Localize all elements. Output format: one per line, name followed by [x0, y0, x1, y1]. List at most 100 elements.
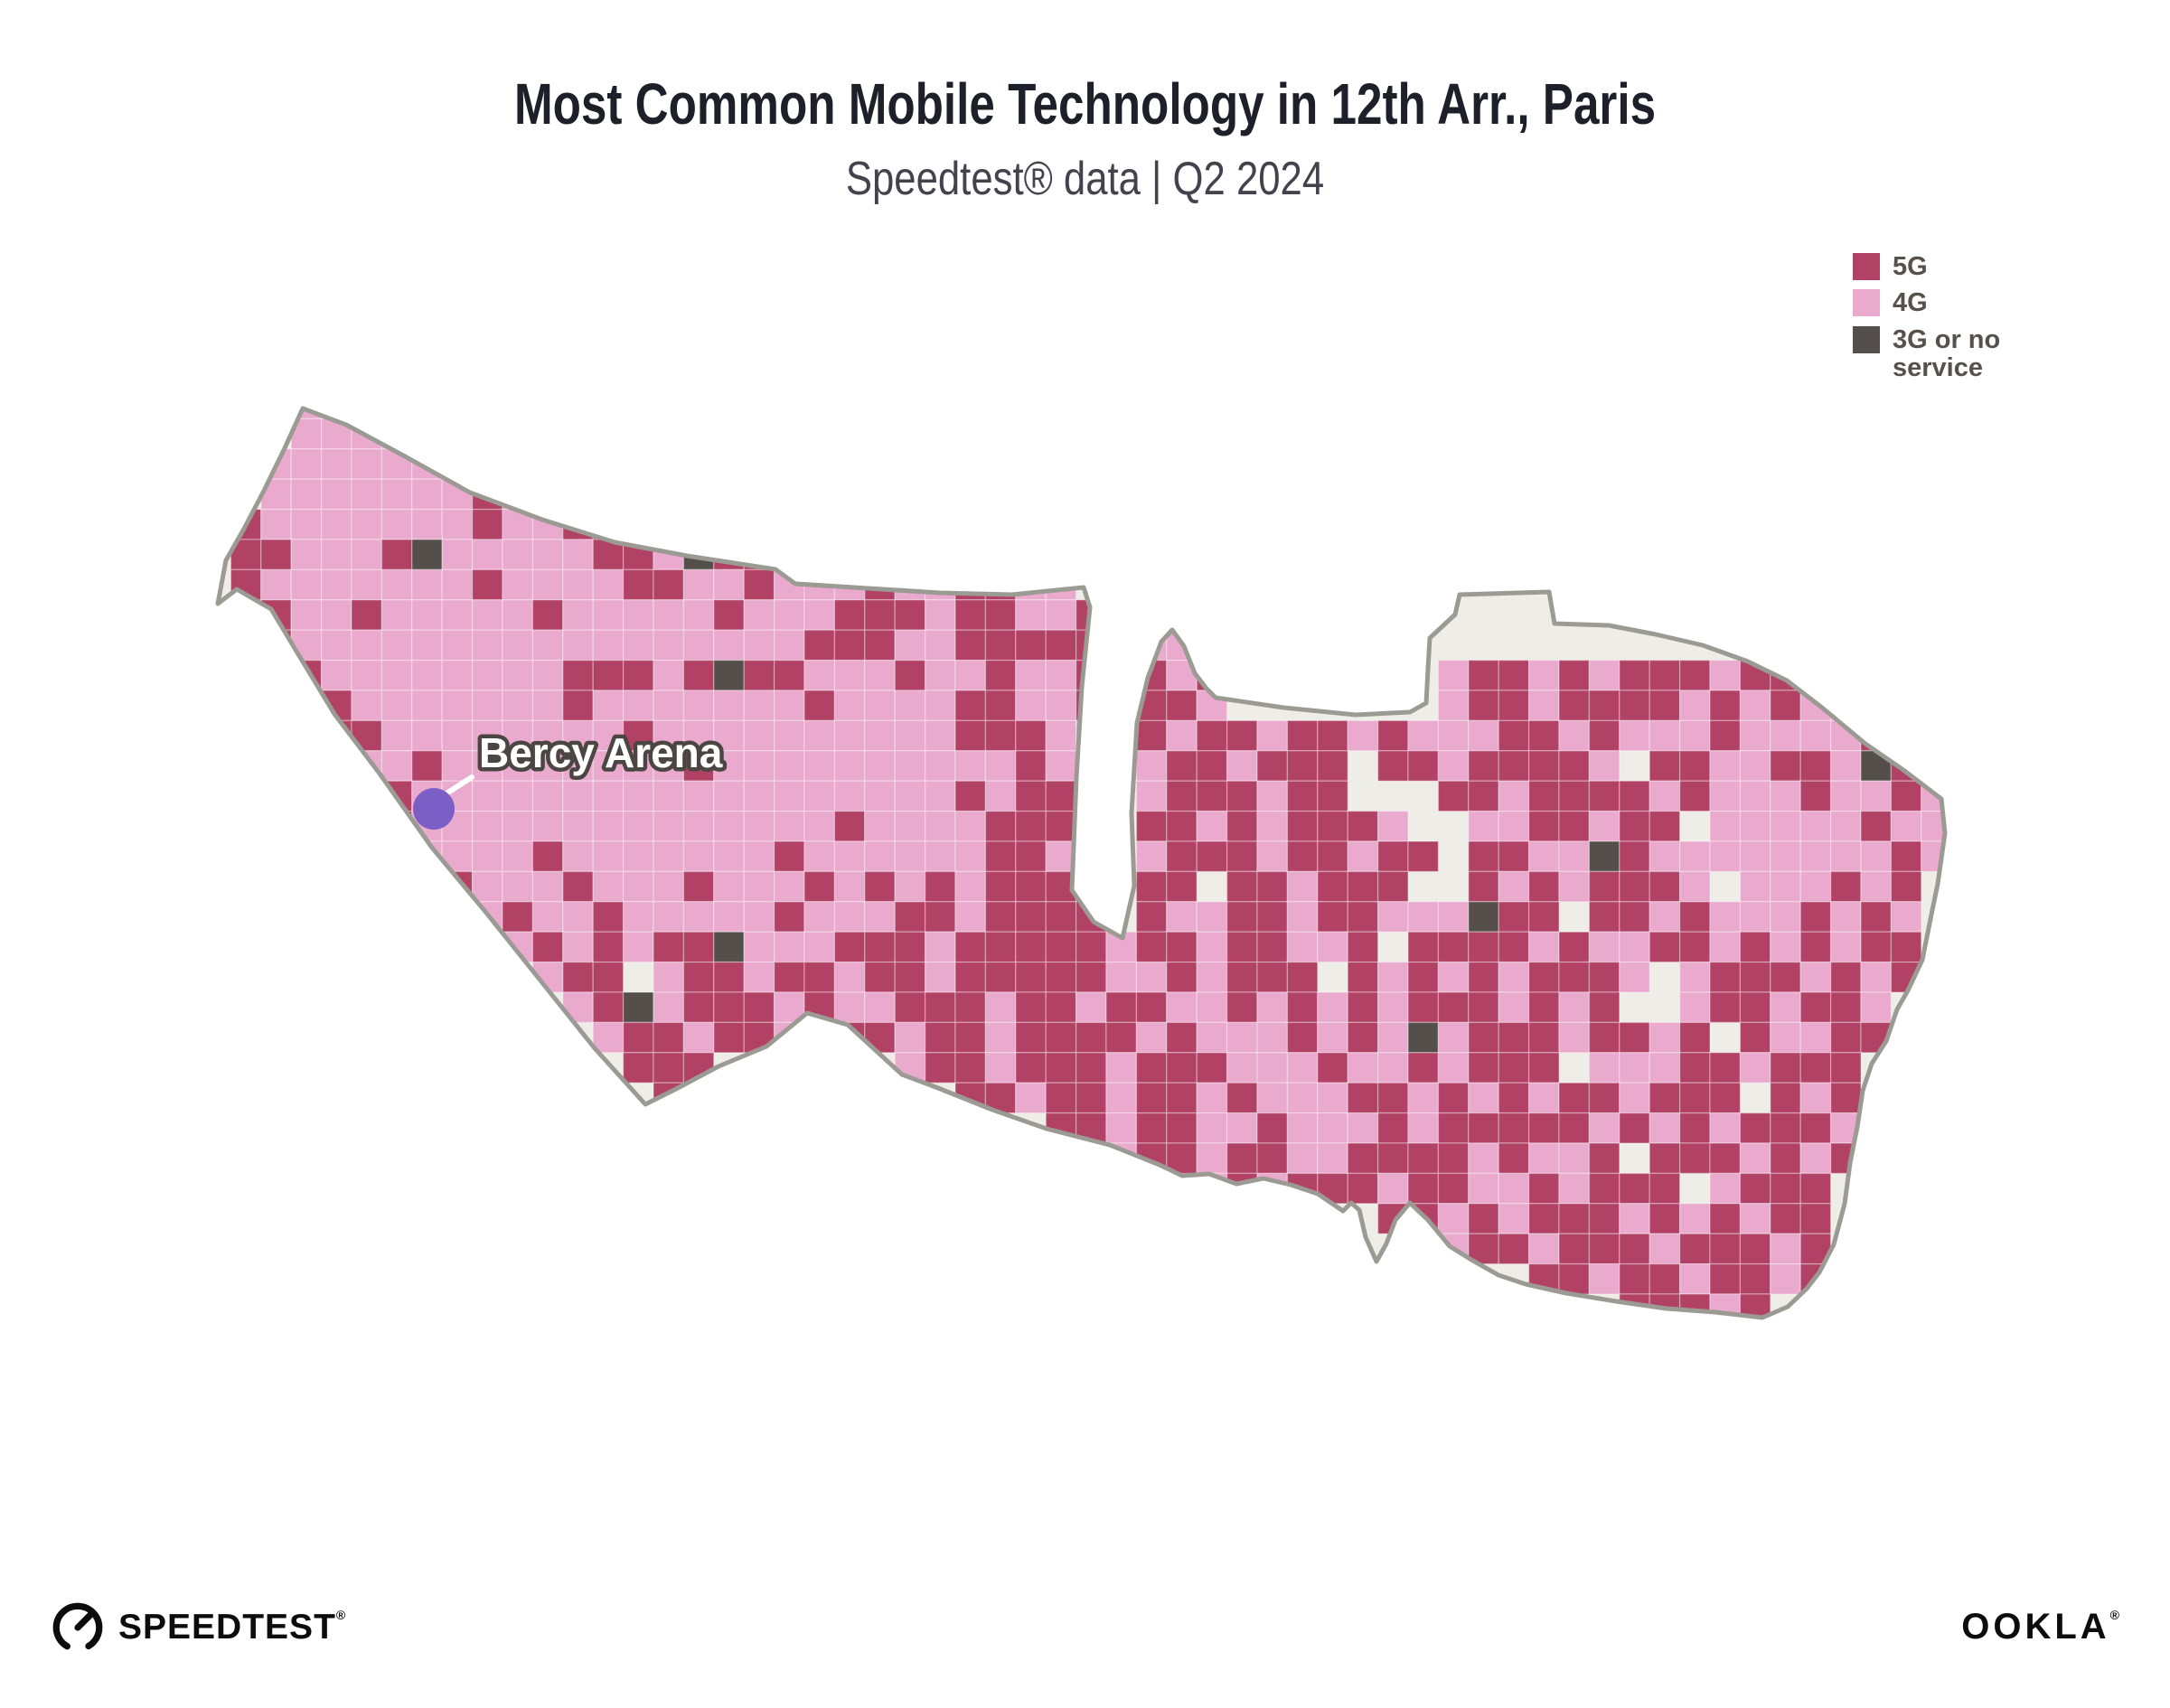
map-cell: [562, 870, 594, 903]
map-cell: [773, 750, 805, 782]
map-cell: [653, 599, 685, 631]
map-cell: [622, 599, 654, 631]
map-cell: [562, 629, 594, 662]
map-cell: [833, 780, 866, 812]
map-cell: [1709, 961, 1742, 993]
map-cell: [924, 840, 956, 873]
map-cell: [743, 659, 775, 691]
map-cell: [411, 931, 443, 963]
map-cell: [803, 901, 836, 933]
map-cell: [1468, 961, 1499, 993]
map-cell: [1860, 780, 1893, 812]
map-cell: [1256, 1021, 1289, 1054]
map-cell: [1709, 1262, 1742, 1295]
map-cell: [803, 690, 836, 722]
map-cell: [1678, 659, 1711, 691]
map-cell: [1376, 870, 1409, 903]
map-cell: [984, 719, 1017, 752]
map-cell: [833, 991, 866, 1024]
map-cell: [1437, 690, 1470, 722]
map-cell: [320, 568, 352, 601]
map-cell: [1527, 659, 1560, 691]
map-cell: [803, 780, 836, 812]
map-cell: [713, 961, 745, 993]
map-cell: [833, 629, 866, 662]
map-cell: [1558, 991, 1591, 1024]
map-cell: [1135, 810, 1168, 842]
map-cell: [1256, 719, 1289, 752]
map-cell: [1588, 1052, 1620, 1084]
map-cell: [1317, 1052, 1348, 1084]
map-cell: [803, 961, 836, 993]
map-cell: [1829, 931, 1862, 963]
map-cell: [1860, 961, 1893, 993]
map-cell: [713, 991, 745, 1024]
map-cell: [803, 629, 836, 662]
map-cell: [1649, 719, 1681, 752]
map-cell: [1588, 780, 1620, 812]
map-cell: [1437, 1203, 1470, 1234]
map-cell: [1649, 780, 1681, 812]
map-cell: [1196, 991, 1228, 1024]
map-cell: [502, 840, 534, 873]
map-cell: [1829, 991, 1862, 1024]
map-cell: [1468, 901, 1499, 933]
map-cell: [502, 690, 534, 722]
map-cell: [1317, 991, 1348, 1024]
map-cell: [290, 448, 323, 480]
map-cell: [864, 568, 896, 601]
map-cell: [1166, 1082, 1198, 1114]
map-cell: [864, 810, 896, 842]
map-cell: [1588, 1172, 1620, 1205]
map-cell: [653, 810, 685, 842]
map-cell: [1799, 1112, 1832, 1144]
map-cell: [290, 690, 323, 722]
map-cell: [1226, 931, 1258, 963]
map-cell: [954, 629, 987, 662]
map-cell: [411, 870, 443, 903]
map-cell: [1890, 810, 1922, 842]
map-cell: [1317, 780, 1348, 812]
map-cell: [1286, 750, 1319, 782]
map-cell: [1045, 719, 1077, 752]
map-cell: [1347, 840, 1379, 873]
map-cell: [1649, 1142, 1681, 1175]
map-cell: [471, 539, 503, 571]
map-cell: [290, 629, 323, 662]
map-cell: [260, 508, 292, 540]
speedtest-logo: SPEEDTEST ®: [50, 1600, 345, 1656]
map-cell: [1468, 1203, 1499, 1234]
map-cell: [1709, 1052, 1742, 1084]
map-cell: [864, 991, 896, 1024]
map-cell: [653, 478, 685, 511]
map-cell: [351, 539, 383, 571]
map-cell: [1468, 1021, 1499, 1054]
map-cell: [1527, 719, 1560, 752]
map-cell: [1015, 629, 1047, 662]
map-cell: [1770, 840, 1801, 873]
map-cell: [1015, 931, 1047, 963]
map-cell: [1619, 1233, 1650, 1265]
map-cell: [1226, 1112, 1258, 1144]
map-cell: [894, 568, 926, 601]
map-cell: [1527, 750, 1560, 782]
map-cell: [864, 931, 896, 963]
map-cell: [380, 478, 413, 511]
map-cell: [924, 870, 956, 903]
legend-item-5g: 5G: [1853, 252, 2001, 281]
map-cell: [1558, 659, 1591, 691]
map-cell: [622, 659, 654, 691]
map-cell: [1166, 1112, 1198, 1144]
map-cell: [833, 810, 866, 842]
map-cell: [1588, 901, 1620, 933]
map-cell: [773, 659, 805, 691]
map-cell: [1196, 961, 1228, 993]
map-cell: [1075, 629, 1107, 662]
map-cell: [1045, 931, 1077, 963]
map-cell: [1317, 1082, 1348, 1114]
map-cell: [622, 508, 654, 540]
map-cell: [1739, 1262, 1771, 1295]
map-cell: [1649, 1052, 1681, 1084]
map-cell: [1527, 780, 1560, 812]
